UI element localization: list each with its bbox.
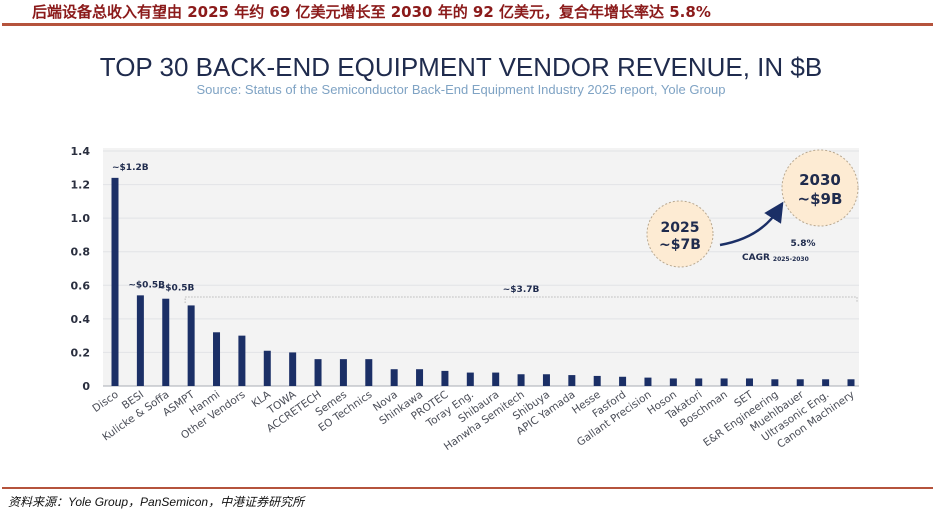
y-tick-label: 0	[82, 380, 90, 393]
bubble-2030: 2030 ~$9B	[781, 149, 859, 227]
gridlines	[103, 150, 859, 353]
bar	[390, 369, 398, 386]
bubble-2025: 2025 ~$7B	[646, 200, 714, 268]
bar	[669, 378, 677, 386]
bar	[339, 359, 347, 386]
data-labels: ~$1.2B ~$0.5B~$0.5B	[112, 163, 195, 294]
bar	[213, 332, 221, 386]
bubble-2030-value: ~$9B	[798, 190, 843, 208]
bar	[136, 295, 144, 386]
growth-arrow-icon	[719, 201, 784, 247]
bar	[365, 359, 373, 386]
bar	[542, 374, 550, 386]
bar	[466, 372, 474, 386]
y-tick-label: 1.2	[71, 179, 91, 192]
data-label: ~$0.5B	[128, 280, 165, 290]
bar	[314, 359, 322, 386]
bars	[111, 177, 855, 386]
source-footer: 资料来源：Yole Group，PanSemicon，中港证券研究所	[8, 495, 305, 509]
bar	[492, 372, 500, 386]
bar	[187, 305, 195, 386]
bar	[771, 379, 779, 386]
y-tick-label: 0.4	[71, 313, 91, 326]
y-tick-label: 0.6	[71, 279, 91, 292]
bar	[289, 352, 297, 386]
headline: 后端设备总收入有望由 2025 年约 69 亿美元增长至 2030 年的 92 …	[32, 3, 711, 21]
bar	[720, 378, 728, 386]
bracket-others: ~$3.7B	[184, 285, 858, 303]
y-tick-label: 0.2	[71, 346, 91, 359]
bar	[517, 374, 525, 386]
bracket-label: ~$3.7B	[503, 285, 540, 295]
bar	[796, 379, 804, 386]
bubble-2030-year: 2030	[799, 171, 841, 189]
bar	[162, 298, 170, 386]
x-tick-label: Disco	[90, 389, 120, 415]
bar	[263, 350, 271, 386]
data-label: ~$0.5B	[158, 284, 195, 294]
bar	[111, 177, 119, 386]
top-divider	[2, 23, 933, 26]
bar	[822, 379, 830, 386]
bubble-2025-value: ~$7B	[659, 237, 701, 253]
y-axis-ticks: 0 0.2 0.4 0.6 0.8 1.0 1.2 1.4	[71, 145, 91, 393]
bar	[238, 335, 246, 386]
bar	[441, 370, 449, 386]
bubble-2025-year: 2025	[661, 220, 700, 236]
bar	[745, 378, 753, 386]
y-tick-label: 1.0	[71, 212, 91, 225]
bar	[619, 376, 627, 386]
chart-subtitle: Source: Status of the Semiconductor Back…	[197, 82, 726, 97]
bracket-line	[184, 296, 858, 303]
cagr-rate: 5.8%	[791, 239, 816, 249]
bar	[593, 375, 601, 386]
bar	[847, 379, 855, 386]
bar	[644, 377, 652, 386]
y-tick-label: 0.8	[71, 246, 91, 259]
y-tick-label: 1.4	[71, 145, 91, 158]
bottom-divider	[2, 487, 933, 489]
plot-area	[103, 148, 859, 386]
bar	[695, 378, 703, 386]
bar	[568, 375, 576, 386]
chart-title: TOP 30 BACK-END EQUIPMENT VENDOR REVENUE…	[100, 52, 822, 82]
cagr-period: 2025-2030	[773, 256, 809, 263]
chart: TOP 30 BACK-END EQUIPMENT VENDOR REVENUE…	[71, 52, 859, 453]
bar	[416, 369, 424, 386]
cagr-label-text: CAGR	[742, 253, 770, 263]
data-label: ~$1.2B	[112, 163, 149, 173]
cagr-label: CAGR 2025-2030	[742, 253, 809, 263]
